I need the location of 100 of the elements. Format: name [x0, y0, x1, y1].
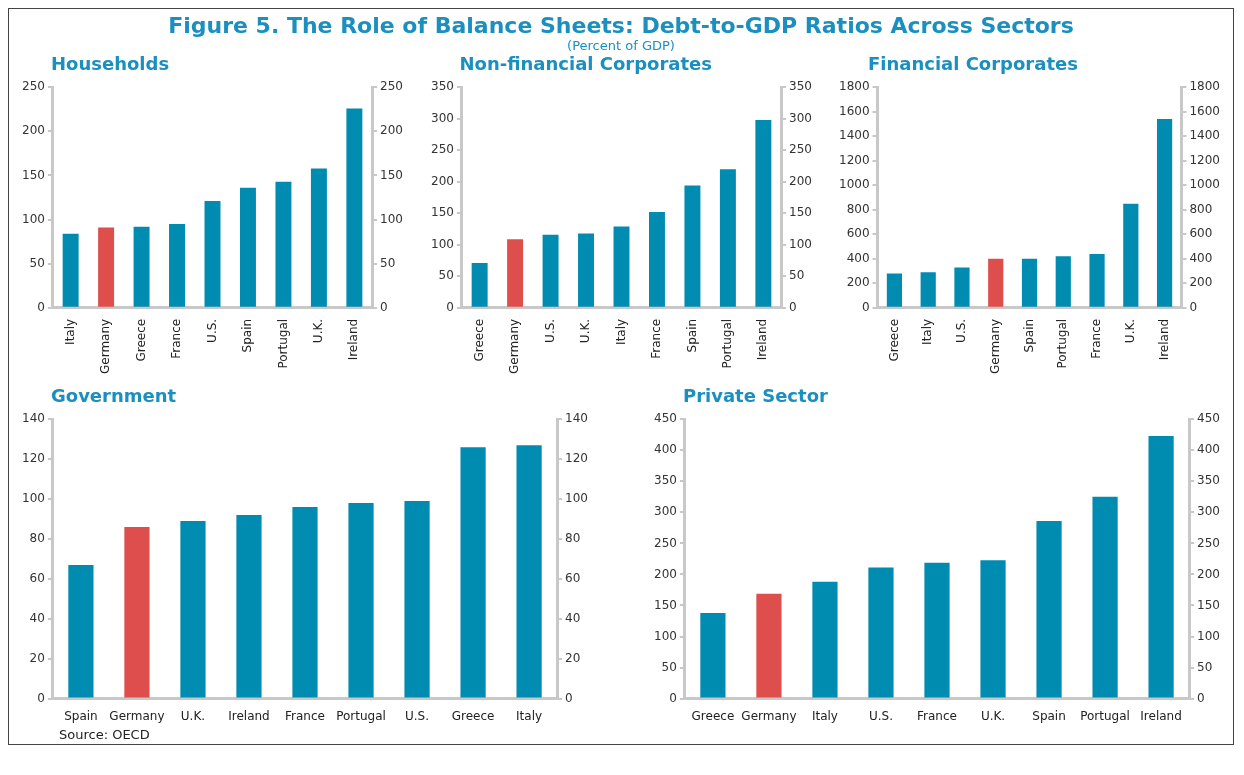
bar: [542, 234, 559, 307]
x-tick-label: Germany: [741, 708, 797, 723]
x-tick-label: Italy: [613, 318, 628, 345]
y-tick-label: 40: [29, 610, 45, 625]
bar: [348, 503, 374, 698]
x-tick-label: Portugal: [275, 318, 290, 369]
y2-tick-label: 1400: [1189, 128, 1221, 143]
y2-tick-label: 100: [788, 236, 812, 251]
y2-tick-label: 140: [565, 411, 588, 426]
x-tick-label: Greece: [451, 708, 495, 723]
y2-tick-label: 1800: [1189, 79, 1221, 94]
y2-tick-label: 250: [788, 142, 812, 157]
y-tick-label: 600: [846, 226, 870, 241]
bar: [275, 181, 292, 307]
x-tick-label: Portugal: [1080, 708, 1130, 723]
y2-tick-label: 40: [565, 610, 581, 625]
bar: [1089, 253, 1105, 307]
x-tick-label: U.K.: [311, 318, 326, 344]
x-tick-label: France: [648, 318, 663, 359]
x-tick-label: Spain: [1032, 708, 1066, 723]
y-tick-label: 200: [430, 173, 454, 188]
y2-tick-label: 0: [1189, 299, 1198, 314]
bar: [812, 581, 838, 698]
x-tick-label: Italy: [516, 708, 543, 723]
y-tick-label: 80: [29, 531, 45, 546]
y2-tick-label: 250: [1197, 535, 1220, 550]
y-tick-label: 250: [22, 79, 45, 94]
y2-tick-label: 50: [1197, 659, 1213, 674]
y-tick-label: 50: [661, 659, 677, 674]
y-tick-label: 150: [430, 205, 454, 220]
y-tick-label: 120: [22, 451, 45, 466]
x-tick-label: France: [169, 318, 184, 359]
y-tick-label: 1400: [838, 128, 870, 143]
bar: [886, 273, 903, 307]
y2-tick-label: 0: [380, 299, 388, 314]
bar: [471, 263, 488, 307]
y-tick-label: 400: [846, 250, 870, 265]
y-tick-label: 1000: [838, 177, 870, 192]
y2-tick-label: 100: [380, 211, 403, 226]
bar: [68, 564, 94, 698]
bar: [62, 233, 79, 307]
y-tick-label: 300: [654, 504, 677, 519]
bar: [506, 239, 523, 307]
y-tick-label: 450: [654, 411, 677, 426]
bar: [204, 201, 221, 307]
x-tick-label: Italy: [811, 708, 838, 723]
x-tick-label: Spain: [1021, 318, 1036, 353]
y-tick-label: 200: [22, 123, 45, 138]
bar: [954, 267, 970, 307]
x-tick-label: Portugal: [719, 318, 734, 369]
y2-tick-label: 80: [565, 531, 581, 546]
y-tick-label: 1600: [838, 103, 870, 118]
y2-tick-label: 0: [565, 690, 573, 705]
bar: [924, 562, 950, 698]
y-tick-label: 200: [654, 566, 677, 581]
y-tick-label: 250: [430, 142, 454, 157]
x-tick-label: France: [1089, 318, 1104, 359]
y-tick-label: 60: [29, 570, 45, 585]
y2-tick-label: 1000: [1189, 177, 1221, 192]
bar: [1021, 258, 1038, 307]
y2-tick-label: 150: [788, 205, 812, 220]
x-tick-label: Ireland: [228, 708, 270, 723]
x-tick-label: U.S.: [405, 708, 430, 723]
x-tick-label: France: [917, 708, 957, 723]
x-tick-label: Ireland: [754, 318, 769, 361]
x-tick-label: France: [285, 708, 325, 723]
y2-tick-label: 300: [788, 110, 812, 125]
y-tick-label: 300: [430, 110, 454, 125]
x-tick-label: U.K.: [577, 318, 592, 344]
x-tick-label: U.K.: [180, 708, 206, 723]
bar: [1055, 256, 1071, 307]
y2-tick-label: 100: [1197, 628, 1220, 643]
x-tick-label: Germany: [109, 708, 165, 723]
y-tick-label: 0: [37, 690, 45, 705]
y2-tick-label: 200: [1189, 275, 1213, 290]
x-tick-label: Germany: [506, 318, 521, 374]
bar: [700, 612, 726, 698]
y-tick-label: 50: [438, 268, 454, 283]
caption: Figure 5. The Role of Balance Sheets: Debt-to-GDP Ratios Across Sectors: [167, 13, 1075, 38]
y-tick-label: 400: [654, 442, 677, 457]
bar: [719, 169, 736, 307]
y-tick-label: 200: [846, 275, 870, 290]
y2-tick-label: 600: [1189, 226, 1213, 241]
bar: [124, 526, 150, 698]
y-tick-label: 150: [654, 597, 677, 612]
bar: [920, 272, 936, 307]
bar: [980, 560, 1006, 698]
bar: [1036, 521, 1062, 698]
y2-tick-label: 350: [1197, 473, 1220, 488]
x-tick-label: Ireland: [1140, 708, 1182, 723]
y-tick-label: 0: [37, 299, 45, 314]
bar: [292, 507, 318, 698]
y2-tick-label: 50: [788, 268, 804, 283]
bar: [516, 445, 542, 698]
bar: [577, 233, 594, 307]
y2-tick-label: 200: [1197, 566, 1220, 581]
bar: [756, 593, 782, 698]
y2-tick-label: 0: [788, 299, 797, 314]
y-tick-label: 140: [22, 411, 45, 426]
bar: [988, 258, 1004, 307]
